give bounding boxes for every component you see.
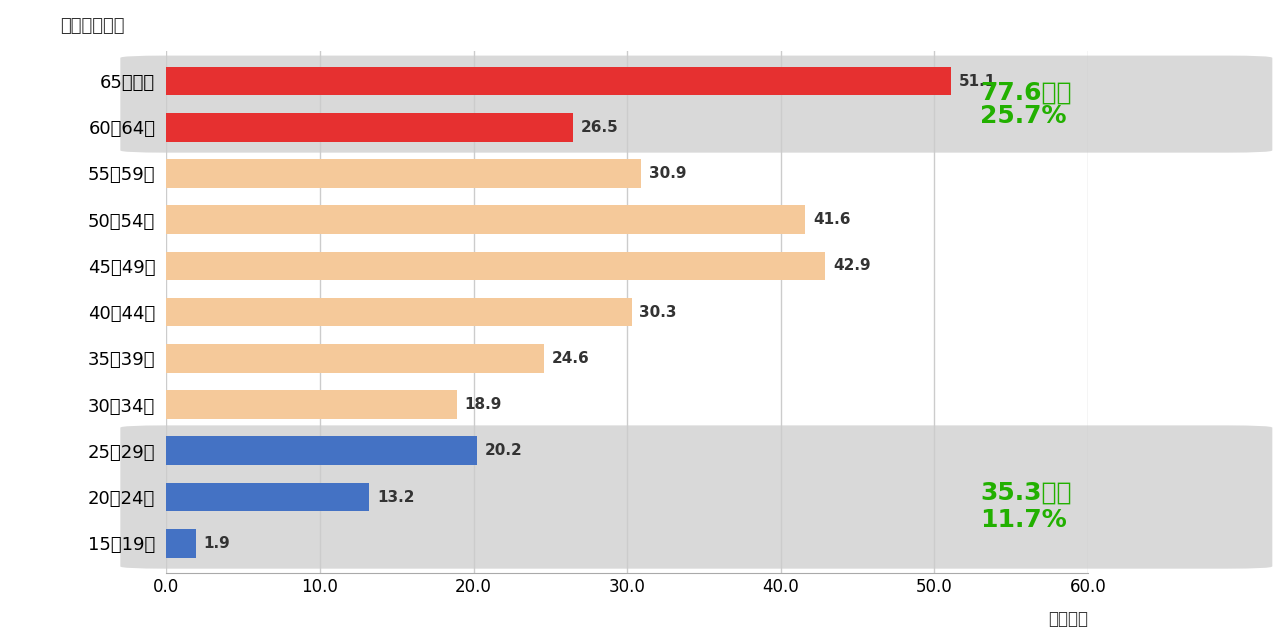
Bar xyxy=(166,344,544,373)
Bar xyxy=(166,483,369,512)
Text: 51.1: 51.1 xyxy=(959,73,996,89)
Text: 30.3: 30.3 xyxy=(640,304,677,320)
Text: 13.2: 13.2 xyxy=(376,489,415,505)
Text: 18.9: 18.9 xyxy=(465,397,502,412)
Bar xyxy=(166,390,457,419)
Bar xyxy=(166,205,805,234)
Text: 11.7%: 11.7% xyxy=(980,508,1068,532)
Text: 41.6: 41.6 xyxy=(813,212,850,227)
Text: （万人）: （万人） xyxy=(1048,610,1088,628)
Bar xyxy=(166,252,826,280)
Text: 30.9: 30.9 xyxy=(649,166,686,181)
Text: （年齢階層）: （年齢階層） xyxy=(60,17,125,35)
Text: 77.6万人: 77.6万人 xyxy=(980,80,1071,104)
Text: 42.9: 42.9 xyxy=(833,259,870,273)
Text: 26.5: 26.5 xyxy=(581,120,618,135)
Bar xyxy=(166,113,573,141)
Text: 1.9: 1.9 xyxy=(204,536,230,551)
Text: 24.6: 24.6 xyxy=(552,351,590,366)
Bar xyxy=(166,67,951,96)
Text: 20.2: 20.2 xyxy=(484,443,522,458)
Text: 35.3万人: 35.3万人 xyxy=(980,480,1071,505)
FancyBboxPatch shape xyxy=(120,55,1272,153)
Bar xyxy=(166,159,641,188)
Bar xyxy=(166,436,476,465)
Bar xyxy=(166,529,196,557)
Text: 25.7%: 25.7% xyxy=(980,104,1068,127)
FancyBboxPatch shape xyxy=(120,426,1272,569)
Bar xyxy=(166,298,632,326)
